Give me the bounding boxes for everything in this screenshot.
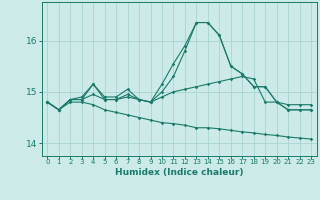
X-axis label: Humidex (Indice chaleur): Humidex (Indice chaleur) <box>115 168 244 177</box>
